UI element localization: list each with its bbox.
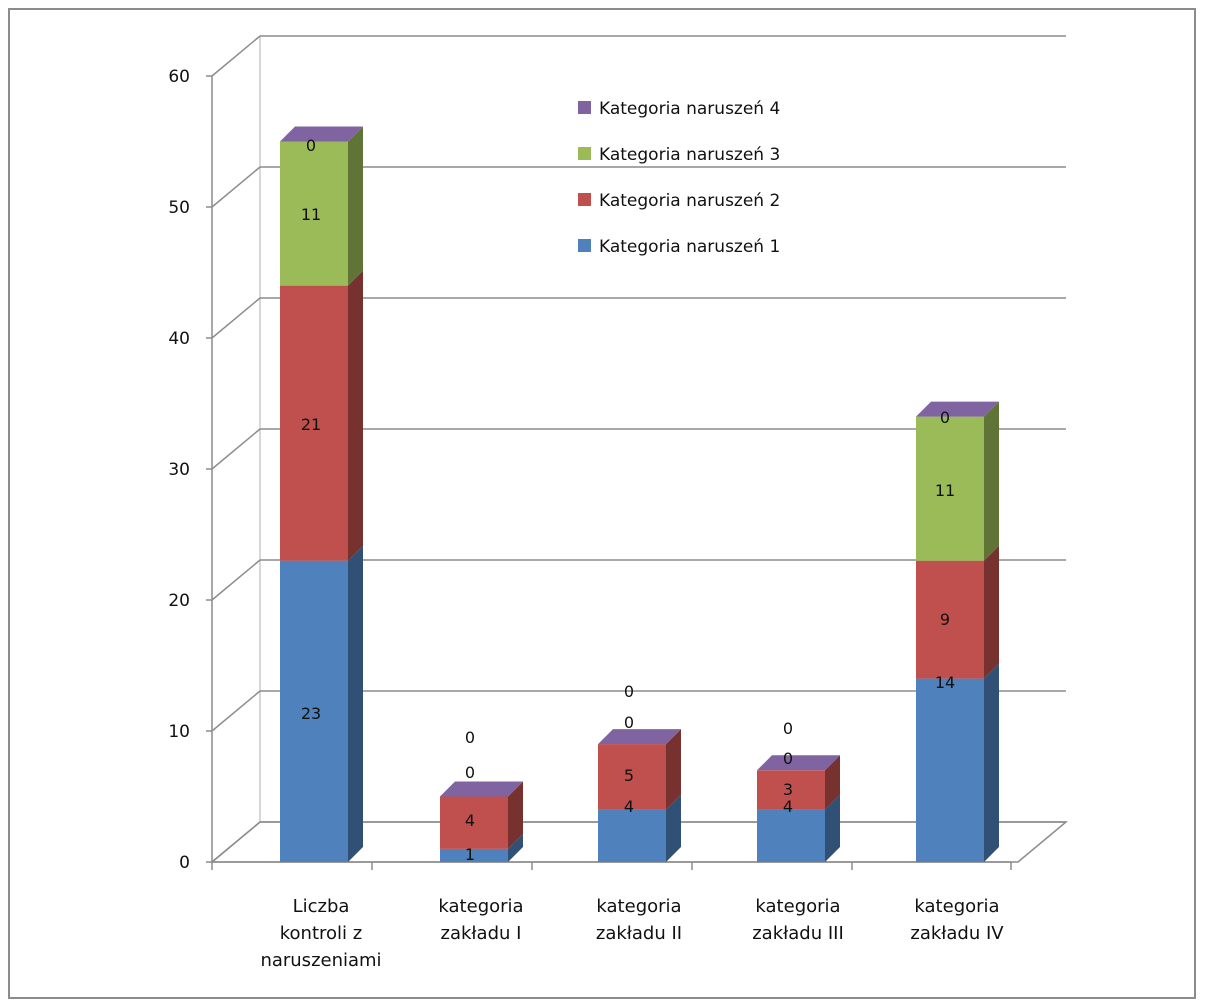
data-label: 0 xyxy=(783,749,793,768)
bar-side xyxy=(984,545,999,679)
data-label: 14 xyxy=(935,673,955,692)
bar-front xyxy=(598,809,666,862)
data-label: 0 xyxy=(465,728,475,747)
x-category-label: kategoria xyxy=(438,896,523,917)
data-label: 11 xyxy=(935,481,955,500)
bar-front xyxy=(280,285,348,561)
legend-label: Kategoria naruszeń 4 xyxy=(599,99,780,119)
y-tick-label: 20 xyxy=(168,591,190,611)
data-label: 9 xyxy=(940,610,950,629)
bar-side xyxy=(508,781,523,849)
data-label: 0 xyxy=(465,763,475,782)
bar-side xyxy=(984,401,999,561)
data-label: 5 xyxy=(624,766,634,785)
legend-swatch xyxy=(578,101,591,114)
data-label: 0 xyxy=(783,719,793,738)
bar-top-cap xyxy=(598,729,681,745)
gridline-side xyxy=(211,559,261,601)
legend-swatch xyxy=(578,193,591,206)
bar-side xyxy=(984,663,999,862)
bar-side xyxy=(348,545,363,862)
x-category-label: kategoria xyxy=(755,896,840,917)
gridline-side xyxy=(211,297,261,339)
bar-side xyxy=(348,126,363,286)
bar-side xyxy=(825,794,840,862)
y-tick-label: 60 xyxy=(168,67,190,87)
x-category-label: naruszeniami xyxy=(260,950,381,971)
data-label: 11 xyxy=(301,205,321,224)
legend-label: Kategoria naruszeń 1 xyxy=(599,237,780,257)
bar-top-cap xyxy=(757,755,840,771)
bar-top-cap xyxy=(280,126,363,142)
y-tick-label: 0 xyxy=(179,853,190,873)
data-label: 0 xyxy=(306,136,316,155)
bar-side xyxy=(825,755,840,810)
data-label: 1 xyxy=(465,845,475,864)
y-tick-label: 40 xyxy=(168,329,190,349)
bar-front xyxy=(757,809,825,862)
gridline-side xyxy=(211,428,261,470)
bar-front xyxy=(916,416,984,561)
bar-front xyxy=(440,848,508,862)
chart-frame: 0 10 20 30 40 50 60 Liczba kontroli z naruszeniam… xyxy=(8,8,1196,999)
bar-front xyxy=(280,141,348,286)
bar-side xyxy=(666,794,681,862)
data-label: 4 xyxy=(465,811,475,830)
data-label: 23 xyxy=(301,704,321,723)
bar-front xyxy=(280,560,348,862)
data-label: 0 xyxy=(940,408,950,427)
x-category-label: kategoria xyxy=(596,896,681,917)
gridline-side xyxy=(211,166,261,208)
bar-side xyxy=(666,729,681,810)
y-tick-label: 10 xyxy=(168,722,190,742)
data-label: 3 xyxy=(783,780,793,799)
gridline-side xyxy=(211,821,261,863)
gridline-side xyxy=(211,35,261,77)
bar-side xyxy=(508,833,523,862)
legend-swatch xyxy=(578,239,591,252)
x-category-label: kontroli z xyxy=(280,923,362,944)
x-category-label: zakładu IV xyxy=(910,923,1004,944)
data-label: 21 xyxy=(301,415,321,434)
x-category-label: zakładu III xyxy=(752,923,844,944)
bar-front xyxy=(916,678,984,862)
data-label: 0 xyxy=(624,713,634,732)
x-category-label: kategoria xyxy=(914,896,999,917)
y-tick-label: 50 xyxy=(168,198,190,218)
x-category-label: zakładu II xyxy=(596,923,682,944)
data-label: 4 xyxy=(783,797,793,816)
legend-label: Kategoria naruszeń 3 xyxy=(599,145,780,165)
data-label: 4 xyxy=(624,797,634,816)
data-label: 0 xyxy=(624,682,634,701)
bar-front xyxy=(916,560,984,679)
bar-top-cap xyxy=(916,401,999,417)
bar-top-cap xyxy=(440,781,523,797)
bar-front xyxy=(598,744,666,810)
x-category-label: zakładu I xyxy=(441,923,522,944)
y-tick-label: 30 xyxy=(168,460,190,480)
legend-swatch xyxy=(578,147,591,160)
bar-side xyxy=(348,270,363,561)
gridline-side xyxy=(211,690,261,732)
x-category-label: Liczba xyxy=(293,896,350,917)
bar-front xyxy=(757,770,825,810)
legend-label: Kategoria naruszeń 2 xyxy=(599,191,780,211)
bar-front xyxy=(440,796,508,849)
